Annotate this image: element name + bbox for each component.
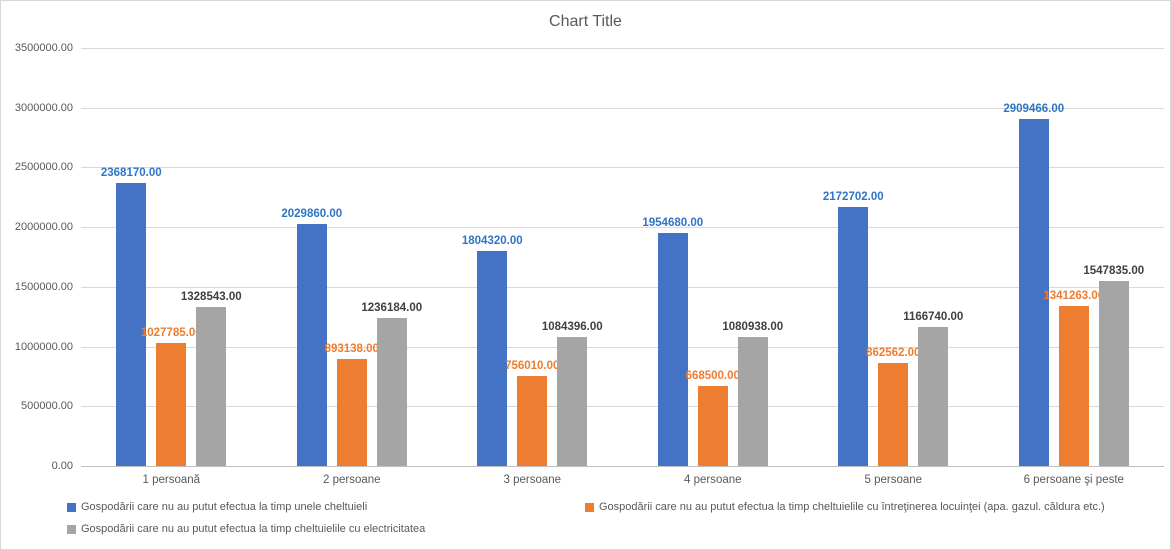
data-label: 1166740.00 [903, 310, 964, 323]
bar-series-1-cat-1 [336, 359, 367, 466]
category-label: 2 persoane [322, 474, 381, 486]
y-axis-tick-label: 0.00 [51, 460, 73, 472]
data-label: 668500.00 [685, 370, 740, 383]
legend-item: Gospodării care nu au putut efectua la t… [585, 501, 1105, 513]
bar-series-2-cat-5 [1098, 281, 1129, 466]
y-axis-tick-label: 500000.00 [21, 400, 73, 413]
bar-series-0-cat-0 [116, 183, 147, 466]
data-label: 862562.00 [866, 347, 921, 359]
legend-label: Gospodării care nu au putut efectua la t… [81, 523, 426, 535]
bar-series-0-cat-3 [657, 232, 688, 466]
data-label: 893138.00 [324, 343, 379, 356]
gridline [81, 346, 1164, 348]
y-axis-tick-label: 1000000.00 [14, 340, 73, 353]
y-axis-tick-label: 2000000.00 [14, 221, 73, 234]
data-label: 1080938.00 [722, 320, 784, 333]
data-label: 1547835.00 [1083, 265, 1145, 278]
data-label: 756010.00 [505, 359, 560, 372]
data-label: 1804320.00 [461, 234, 523, 247]
plot-area: 2368170.00 1027785.00 1328543.00 2029860.00… [1, 48, 1170, 466]
data-label: 1341263.00 [1043, 289, 1105, 302]
gridline [81, 167, 1164, 169]
data-label: 2172702.00 [822, 190, 884, 203]
bar-series-0-cat-1 [296, 223, 327, 466]
y-axis-tick-label: 3000000.00 [14, 101, 73, 114]
gridline [81, 406, 1164, 408]
bar-series-1-cat-3 [697, 386, 728, 466]
bar-series-1-cat-2 [517, 375, 548, 466]
gridline [81, 227, 1164, 229]
bar-series-2-cat-1 [376, 318, 407, 466]
legend-item: Gospodării care nu au putut efectua la t… [67, 501, 367, 513]
bar-series-2-cat-2 [557, 336, 588, 466]
bar-series-2-cat-4 [918, 326, 949, 466]
bar-series-0-cat-2 [477, 250, 508, 466]
bar-series-0-cat-4 [838, 206, 869, 466]
gridline [81, 286, 1164, 288]
category-label: 5 persoane [864, 474, 923, 486]
category-label: 3 persoane [503, 474, 562, 486]
legend-swatch-icon [67, 502, 76, 512]
bar-series-1-cat-5 [1058, 305, 1089, 466]
data-label: 1328543.00 [180, 291, 242, 304]
bar-series-0-cat-5 [1018, 118, 1049, 466]
legend-label: Gospodării care nu au putut efectua la t… [81, 501, 368, 513]
legend-label: Gospodării care nu au putut efectua la t… [599, 501, 1105, 513]
y-axis-tick-label: 2500000.00 [14, 161, 73, 174]
category-label: 6 persoane şi peste [1023, 474, 1124, 486]
bar-series-2-cat-0 [196, 307, 227, 466]
data-label: 2029860.00 [281, 207, 343, 220]
gridline [81, 107, 1164, 109]
x-axis-line [81, 466, 1164, 467]
category-label: 1 persoană [142, 474, 201, 486]
legend-item: Gospodării care nu au putut efectua la t… [67, 523, 425, 535]
data-label: 1954680.00 [642, 216, 704, 229]
data-label: 1084396.00 [541, 320, 603, 333]
gridline [81, 48, 1164, 49]
data-label: 1236184.00 [361, 302, 423, 315]
bar-series-2-cat-3 [737, 336, 768, 466]
legend-swatch-icon [585, 502, 594, 512]
category-label: 4 persoane [683, 474, 742, 486]
legend-swatch-icon [67, 524, 76, 534]
y-axis-tick-label: 1500000.00 [14, 280, 73, 293]
data-label: 2909466.00 [1003, 102, 1065, 115]
y-axis-tick-label: 3500000.00 [14, 42, 73, 54]
bar-series-1-cat-0 [156, 343, 187, 466]
bar-series-1-cat-4 [878, 363, 909, 466]
data-label: 2368170.00 [100, 167, 162, 180]
data-label: 1027785.00 [140, 327, 202, 340]
chart-title: Chart Title [549, 13, 622, 30]
